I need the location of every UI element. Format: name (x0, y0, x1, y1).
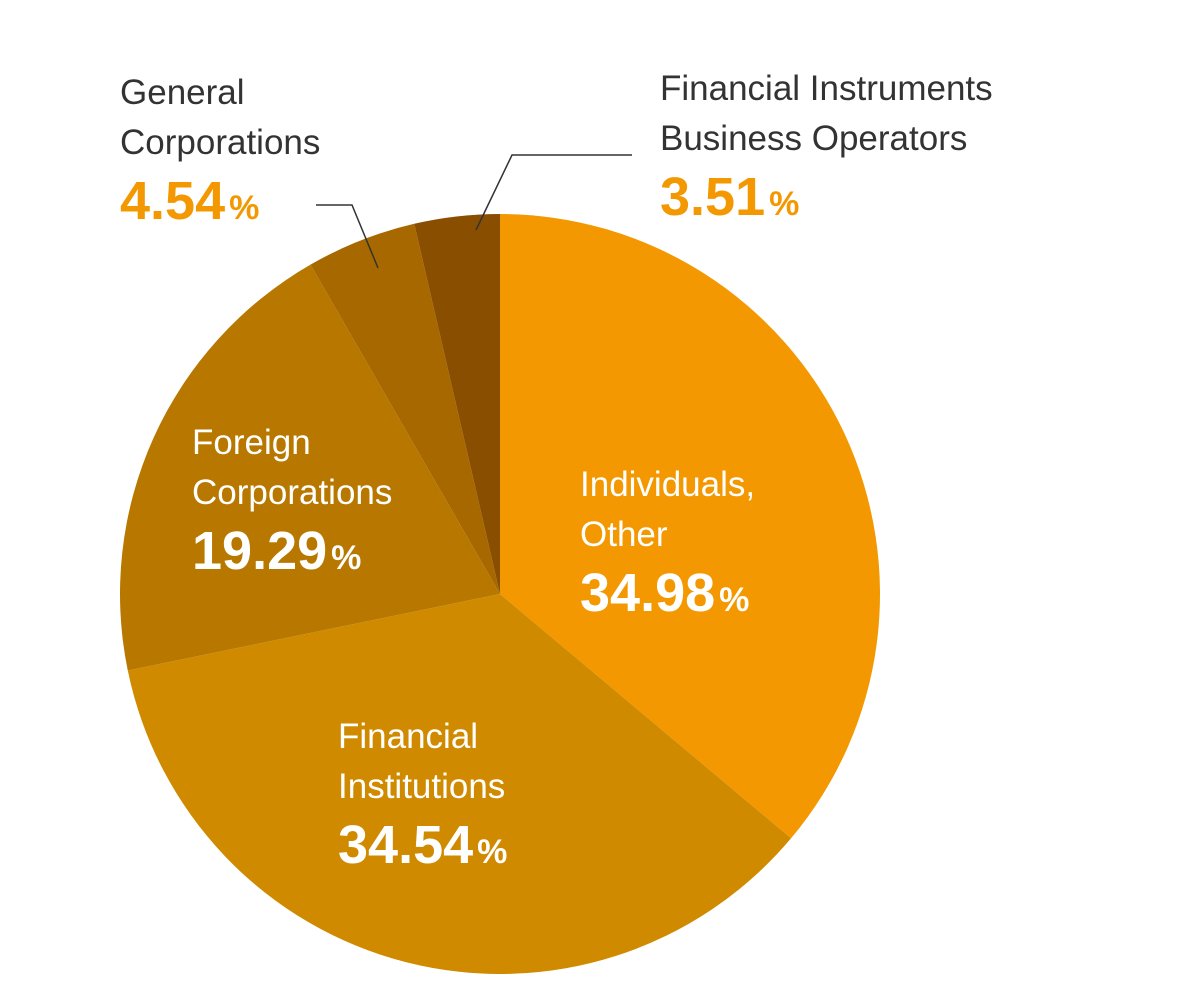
category-name: Foreign Corporations (192, 423, 393, 512)
value-label-row: 3.51% (660, 164, 1110, 237)
unit-label: % (331, 539, 362, 577)
slice-label: Foreign Corporations 19.29% (192, 418, 462, 591)
slice-label: Financial Institutions 34.54% (338, 712, 588, 885)
value-label-row: 34.54% (338, 812, 588, 885)
category-name: General Corporations (120, 73, 321, 162)
pie-slice (127, 594, 792, 975)
value-label: 19.29 (192, 521, 328, 581)
slice-label: Individuals, Other 34.98% (580, 460, 830, 633)
unit-label: % (229, 189, 260, 227)
unit-label: % (477, 833, 508, 871)
leader-line (316, 204, 379, 269)
value-label: 34.54 (338, 815, 474, 875)
value-label-row: 4.54% (120, 168, 400, 241)
pie-slice (500, 214, 881, 839)
unit-label: % (769, 185, 800, 223)
value-label: 34.98 (580, 563, 716, 623)
category-name: Financial Instruments Business Operators (660, 69, 993, 158)
slice-label: Financial Instruments Business Operators… (660, 64, 1110, 237)
category-name: Individuals, Other (580, 465, 756, 554)
value-label-row: 19.29% (192, 518, 462, 591)
slice-label: General Corporations 4.54% (120, 68, 400, 241)
pie-slice (414, 214, 500, 594)
leader-line (475, 154, 632, 231)
pie-slice (119, 264, 501, 671)
pie-slice (310, 223, 500, 595)
value-label: 4.54 (120, 171, 226, 231)
value-label: 3.51 (660, 167, 766, 227)
unit-label: % (719, 581, 750, 619)
category-name: Financial Institutions (338, 717, 506, 806)
value-label-row: 34.98% (580, 560, 830, 633)
